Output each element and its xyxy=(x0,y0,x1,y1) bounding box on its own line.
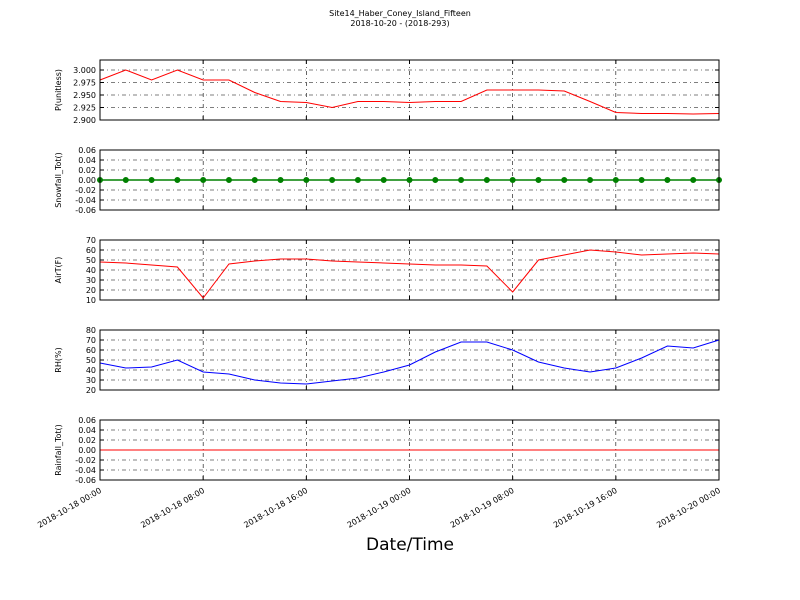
y-tick-label: 50 xyxy=(86,356,96,365)
y-tick-label: -0.06 xyxy=(75,476,96,485)
y-tick-label: 80 xyxy=(86,326,96,335)
y-axis-label: Snowfall_Tot() xyxy=(54,152,63,208)
y-tick-label: 60 xyxy=(86,346,96,355)
plot-frame xyxy=(99,329,720,391)
y-tick-label: 20 xyxy=(86,286,96,295)
data-point xyxy=(406,177,413,183)
x-axis-label: Date/Time xyxy=(366,535,454,555)
y-tick-label: 10 xyxy=(86,296,96,305)
data-point xyxy=(354,177,361,183)
data-point xyxy=(690,177,697,183)
data-point xyxy=(380,177,387,183)
y-tick-label: 2.925 xyxy=(73,104,96,113)
data-point xyxy=(483,177,490,183)
y-tick-label: 30 xyxy=(86,376,96,385)
panel: -0.06-0.04-0.020.000.020.040.06 Rainfall_… xyxy=(54,416,720,485)
y-tick-label: 3.000 xyxy=(73,66,96,75)
y-tick-label: 70 xyxy=(86,336,96,345)
data-point xyxy=(535,177,542,183)
y-tick-label: 50 xyxy=(86,256,96,265)
plot-frame xyxy=(99,419,720,481)
plot-frame xyxy=(99,149,720,211)
data-point xyxy=(174,177,181,183)
data-point xyxy=(277,177,284,183)
data-point xyxy=(638,177,645,183)
plot-frame xyxy=(99,239,720,301)
y-tick-label: 2.950 xyxy=(73,91,96,100)
y-tick-label: 2.900 xyxy=(73,116,96,125)
panel: -0.06-0.04-0.020.000.020.040.06 Snowfall_… xyxy=(54,146,722,215)
y-tick-label: 40 xyxy=(86,266,96,275)
y-tick-label: 0.00 xyxy=(78,446,96,455)
y-tick-label: -0.02 xyxy=(75,186,96,195)
y-tick-label: -0.04 xyxy=(75,466,96,475)
data-point xyxy=(303,177,310,183)
y-tick-label: 70 xyxy=(86,236,96,245)
panel: 2.900 2.925 2.950 2.975 3.000 P(unitless) xyxy=(54,59,720,125)
y-tick-label: 2.975 xyxy=(73,79,96,88)
data-point xyxy=(122,177,129,183)
y-axis-label: RH(%) xyxy=(54,347,63,372)
y-tick-label: -0.02 xyxy=(75,456,96,465)
y-tick-label: 0.06 xyxy=(78,146,96,155)
data-point xyxy=(200,177,207,183)
data-point xyxy=(587,177,594,183)
y-axis-label: P(unitless) xyxy=(54,69,63,111)
data-point xyxy=(251,177,258,183)
y-tick-label: 0.02 xyxy=(78,166,96,175)
y-tick-label: 0.00 xyxy=(78,176,96,185)
y-axis-label: Rainfall_Tot() xyxy=(54,424,63,476)
y-tick-label: 0.02 xyxy=(78,436,96,445)
data-line xyxy=(99,339,720,385)
y-tick-label: 20 xyxy=(86,386,96,395)
y-axis-label: AirT(F) xyxy=(54,257,63,284)
data-point xyxy=(329,177,336,183)
chart-subtitle: 2018-10-20 - (2018-293) xyxy=(350,19,449,28)
data-line xyxy=(99,69,720,115)
data-point xyxy=(432,177,439,183)
y-tick-label: 60 xyxy=(86,246,96,255)
y-tick-label: 0.04 xyxy=(78,426,96,435)
data-point xyxy=(612,177,619,183)
data-point xyxy=(458,177,465,183)
data-line xyxy=(99,249,720,299)
data-point xyxy=(225,177,232,183)
y-tick-label: 30 xyxy=(86,276,96,285)
data-point xyxy=(509,177,516,183)
data-point xyxy=(664,177,671,183)
chart-title: Site14_Haber_Coney_Island_Fifteen xyxy=(329,9,471,18)
y-tick-label: -0.04 xyxy=(75,196,96,205)
plot-frame xyxy=(99,59,720,121)
y-tick-label: 40 xyxy=(86,366,96,375)
data-point xyxy=(561,177,568,183)
y-tick-label: 0.04 xyxy=(78,156,96,165)
y-tick-label: 0.06 xyxy=(78,416,96,425)
data-point xyxy=(148,177,155,183)
y-tick-label: -0.06 xyxy=(75,206,96,215)
